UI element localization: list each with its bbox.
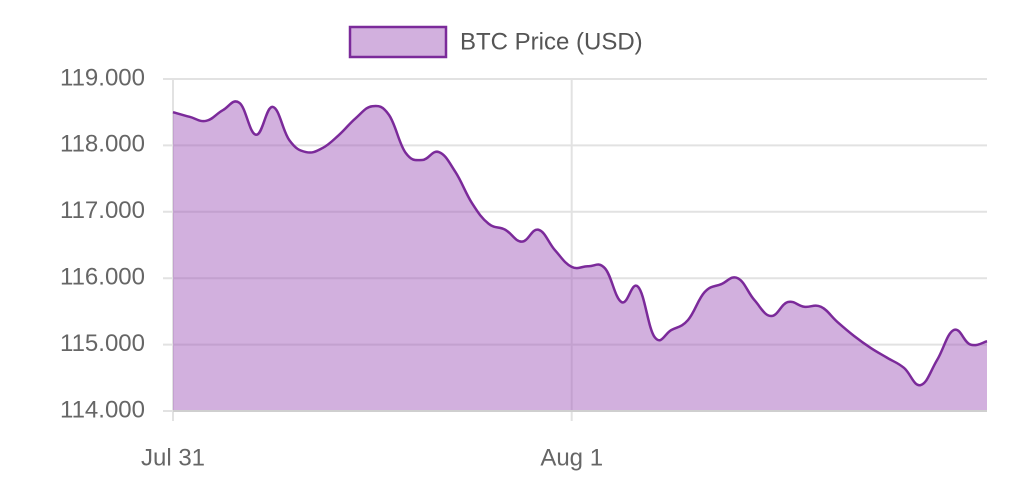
y-tick-label: 119.000 — [60, 64, 145, 91]
y-tick-label: 115.000 — [60, 330, 145, 357]
x-tick-label: Aug 1 — [540, 444, 603, 471]
x-tick-label: Jul 31 — [141, 444, 205, 471]
y-tick-label: 116.000 — [60, 264, 145, 291]
legend-swatch — [348, 25, 448, 59]
legend-label: BTC Price (USD) — [460, 28, 643, 55]
y-tick-label: 114.000 — [60, 396, 145, 423]
y-tick-label: 118.000 — [60, 131, 145, 158]
y-tick-label: 117.000 — [60, 197, 145, 224]
area-fill — [173, 101, 987, 411]
area-line — [172, 100, 988, 387]
